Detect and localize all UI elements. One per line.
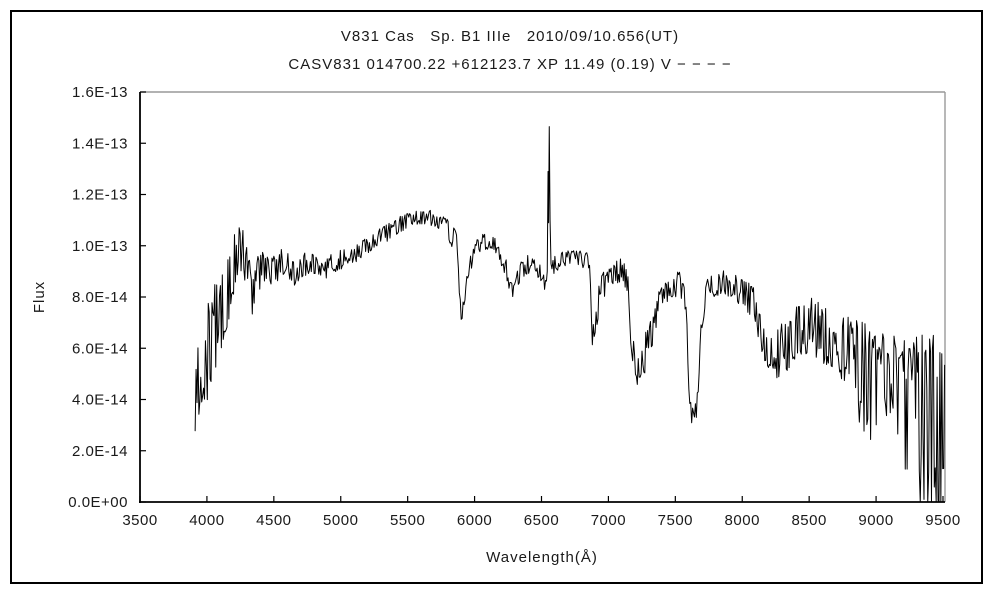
y-tick-label: 1.0E-13 [72,238,128,255]
y-tick-label: 8.0E-14 [72,289,128,306]
y-tick-label: 2.0E-14 [72,443,128,460]
plot-frame [139,91,946,503]
x-axis-label: Wavelength(Å) [486,549,598,566]
spectrum-line [194,126,946,503]
x-tick-label: 9500 [925,512,960,529]
x-tick-label: 8500 [791,512,826,529]
y-tick-label: 0.0E+00 [68,494,128,511]
x-tick-label: 9000 [858,512,893,529]
y-tick-label: 1.6E-13 [72,84,128,101]
x-tick-label: 3500 [122,512,157,529]
y-tick-label: 1.4E-13 [72,135,128,152]
x-tick-label: 4500 [256,512,291,529]
y-tick-label: 4.0E-14 [72,392,128,409]
y-tick-label: 6.0E-14 [72,340,128,357]
x-tick-label: 7000 [591,512,626,529]
x-tick-label: 8000 [725,512,760,529]
x-tick-label: 6500 [524,512,559,529]
chart-subtitle: CASV831 014700.22 +612123.7 XP 11.49 (0.… [288,56,732,73]
x-tick-label: 6000 [457,512,492,529]
x-tick-label: 7500 [658,512,693,529]
x-tick-label: 5500 [390,512,425,529]
y-axis-ticks-and-labels: 0.0E+00 2.0E-14 4.0E-14 6.0E-14 8.0E-14 1.0E-… [68,84,146,511]
x-axis-ticks-and-labels: 3500 4000 4500 5000 5500 6000 6500 7000 7500 8000… [122,496,960,529]
x-tick-label: 4000 [189,512,224,529]
chart-title: V831 Cas Sp. B1 IIIe 2010/09/10.656(UT) [340,28,680,45]
y-axis-label: Flux [31,281,48,313]
x-tick-label: 5000 [323,512,358,529]
y-tick-label: 1.2E-13 [72,187,128,204]
